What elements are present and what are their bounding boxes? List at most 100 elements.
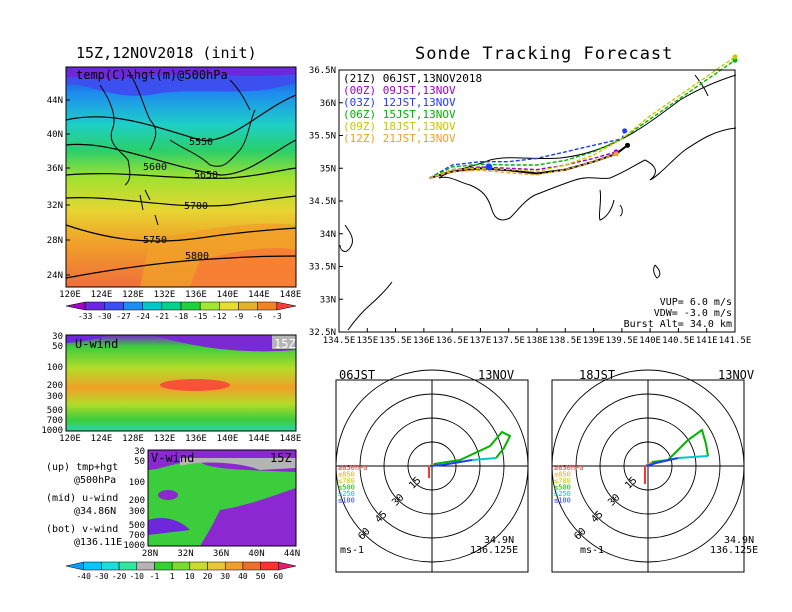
vwind-lat-label: 44N <box>284 549 300 559</box>
contour-label: 5550 <box>189 137 213 148</box>
polar-18-unit: ms-1 <box>580 545 605 556</box>
temp-colorbar-label: -33 <box>78 312 93 321</box>
uwind-pres-label: 50 <box>52 342 63 352</box>
track-legend-item: (03Z) 12JST,13NOV <box>343 96 456 109</box>
temp-map-ticks: 44N 40N 36N 32N 28N 24N 120E 124E 128E 132E 136E 14… <box>47 96 302 300</box>
track-lon-label: 134.5E <box>323 336 356 346</box>
legend-line: (bot) v-wind <box>46 524 119 535</box>
contour-label: 5650 <box>194 170 218 181</box>
polar-ring-label: 15 <box>623 475 639 491</box>
polar-trace <box>433 430 512 465</box>
temp-map-label: temp(C)+hgt(m)@500hPa <box>76 68 228 82</box>
lon-tick-label: 136E <box>185 290 207 300</box>
polar-trace <box>429 459 473 467</box>
uwind-panel <box>65 334 297 432</box>
temp-colorbar-label: -12 <box>212 312 227 321</box>
polar-18-lon: 136.125E <box>710 545 759 556</box>
track-legend: (21Z) 06JST,13NOV2018 (00Z) 09JST,13NOV … <box>343 73 482 145</box>
track-lat-label: 36N <box>320 99 336 109</box>
temp-colorbar-label: -30 <box>97 312 112 321</box>
wind-colorbar-label: -30 <box>94 572 109 581</box>
uwind-label: U-wind <box>75 337 119 351</box>
wind-colorbar-label: 1 <box>170 572 175 581</box>
lon-tick-label: 144E <box>248 290 270 300</box>
track-lat-label: 33.5N <box>309 263 336 273</box>
track-lon-label: 139E <box>583 336 605 346</box>
lat-tick-label: 24N <box>47 271 63 281</box>
track-lon-label: 137.5E <box>492 336 525 346</box>
track-lon-label: 135E <box>356 336 378 346</box>
track-lat-label: 35.5N <box>309 132 336 142</box>
vwind-lat-label: 32N <box>177 549 193 559</box>
uwind-lon-label: 140E <box>217 434 239 444</box>
track-lat-label: 32.5N <box>309 328 336 338</box>
track-endpoint <box>625 142 631 148</box>
polar-06-time: 06JST <box>339 368 376 382</box>
uwind-pres-label: 500 <box>47 406 63 416</box>
track-lon-label: 137E <box>470 336 492 346</box>
vwind-lat-label: 36N <box>213 549 229 559</box>
uwind-lon-label: 136E <box>185 434 207 444</box>
track-lon-label: 136.5E <box>436 336 469 346</box>
panel-legend: (up) tmp+hgt @500hPa (mid) u-wind @34.86… <box>46 461 122 549</box>
wind-colorbar: -40 -30 -20 -10 -1 1 10 20 30 40 50 60 <box>65 561 297 581</box>
track-lon-label: 136E <box>413 336 435 346</box>
polar-level-label: ≤100 <box>554 497 571 505</box>
temp-colorbar-label: -15 <box>193 312 208 321</box>
uwind-pres-label: 200 <box>47 381 63 391</box>
track-lon-label: 138.5E <box>549 336 582 346</box>
wind-colorbar-swatch <box>278 561 297 571</box>
track-endpoint <box>622 128 628 134</box>
lat-tick-label: 36N <box>47 164 63 174</box>
vwind-pres-label: 100 <box>129 478 145 488</box>
track-legend-item: (12Z) 21JST,13NOV <box>343 132 456 145</box>
legend-line: (up) tmp+hgt <box>46 462 119 473</box>
polar-trace <box>677 455 709 459</box>
polar-level-label: ≤700 <box>554 477 571 485</box>
wind-colorbar-label: -20 <box>112 572 127 581</box>
track-lat-label: 34.5N <box>309 197 336 207</box>
track-legend-item: (09Z) 18JST,13NOV <box>343 120 456 133</box>
vwind-pres-label: 50 <box>134 457 145 467</box>
polar-level-label: ≤250 <box>554 490 571 498</box>
legend-line: @34.86N <box>74 506 117 517</box>
polar-trace <box>645 457 679 467</box>
polar-06-lat: 34.9N <box>484 535 515 546</box>
track-ticks: 36.5N 36N 35.5N 35N 34.5N 34N 33.5N 33N 32.5N134… <box>309 66 751 346</box>
contour-label: 5600 <box>143 162 167 173</box>
track-lon-label: 141.5E <box>719 336 752 346</box>
uwind-lon-label: 148E <box>280 434 302 444</box>
lat-tick-label: 44N <box>47 96 63 106</box>
vwind-lat-label: 28N <box>142 549 158 559</box>
polar-level-label: ≤250 <box>338 490 355 498</box>
track-line <box>429 151 617 179</box>
track-endpoint <box>732 54 738 60</box>
polar-06-date: 13NOV <box>478 368 515 382</box>
lon-tick-label: 124E <box>91 290 113 300</box>
lon-tick-label: 120E <box>59 290 81 300</box>
track-legend-header: (21Z) 06JST,13NOV2018 <box>343 72 483 85</box>
track-lon-label: 139.5E <box>606 336 639 346</box>
track-lon-label: 140E <box>639 336 661 346</box>
track-lat-label: 35N <box>320 164 336 174</box>
contour-label: 5800 <box>185 251 209 262</box>
vdw-text: VDW= -3.0 m/s <box>653 308 732 319</box>
uwind-lon-label: 124E <box>91 434 113 444</box>
polar-06-unit: ms-1 <box>340 545 365 556</box>
polar-level-label: ≥850hPa <box>338 464 368 472</box>
track-line <box>429 59 736 179</box>
uwind-pres-label: 300 <box>47 392 63 402</box>
wind-colorbar-label: -1 <box>150 572 160 581</box>
track-lon-label: 135.5E <box>379 336 412 346</box>
lon-tick-label: 128E <box>122 290 144 300</box>
track-lat-label: 33N <box>320 295 336 305</box>
track-legend-item: (00Z) 09JST,13NOV <box>343 84 456 97</box>
contour-labels: 5550 5600 5650 5700 5750 5800 <box>143 137 218 262</box>
burst-text: Burst Alt= 34.0 km <box>623 319 732 330</box>
wind-colorbar-label: 50 <box>256 572 266 581</box>
